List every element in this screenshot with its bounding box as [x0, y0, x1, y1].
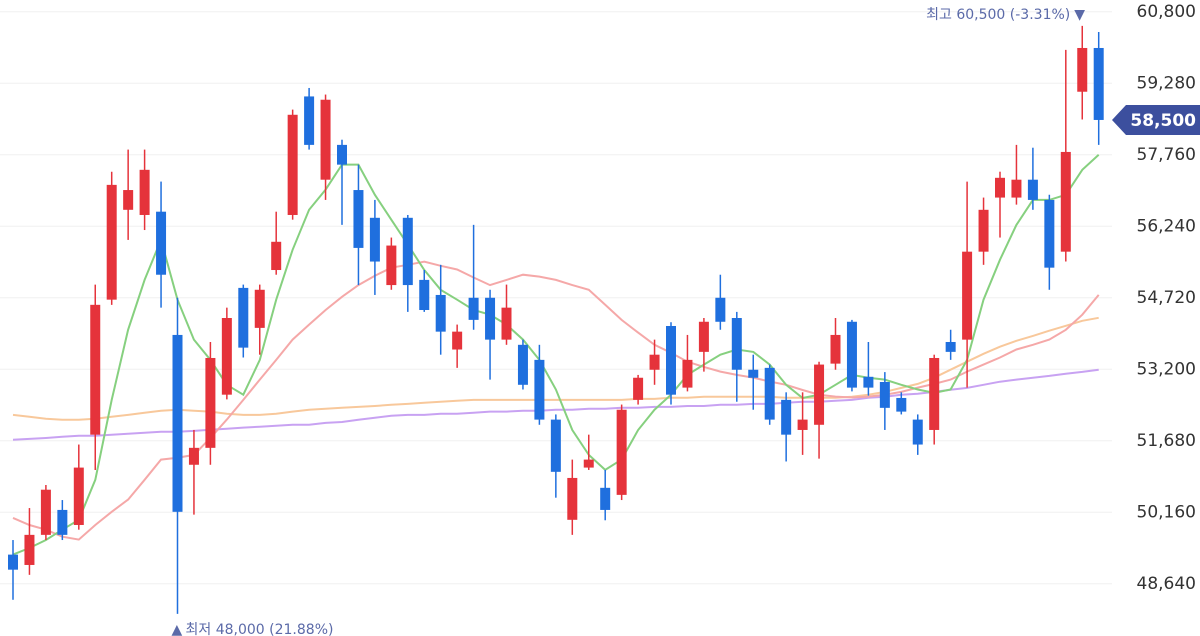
- candle-body: [666, 325, 676, 395]
- y-axis: 48,640 50,160 51,680 53,200 54,720 56,240 57,7…: [1137, 2, 1196, 594]
- candle-body: [320, 99, 331, 180]
- candle-body: [304, 96, 315, 145]
- candle-body: [106, 184, 117, 300]
- candle-body: [1011, 179, 1022, 198]
- candle-body: [73, 467, 84, 525]
- candle-body: [1027, 179, 1038, 200]
- candle-body: [995, 177, 1005, 198]
- candle-body: [386, 245, 397, 286]
- candle-body: [1060, 151, 1071, 252]
- candle-body: [830, 334, 841, 364]
- candle-body: [419, 279, 430, 311]
- candle-body: [583, 459, 594, 468]
- y-tick-label: 56,240: [1137, 216, 1196, 236]
- candle-body: [929, 357, 940, 430]
- candle-body: [846, 321, 857, 388]
- candle-body: [123, 190, 134, 210]
- candle-body: [24, 534, 35, 565]
- candle-body: [452, 331, 463, 350]
- candle-body: [271, 241, 282, 271]
- candle-body: [156, 211, 167, 275]
- candle-body: [1044, 199, 1055, 268]
- high-annotation: 최고 60,500 (-3.31%): [926, 7, 1070, 23]
- candle-body: [863, 376, 874, 388]
- candle-body: [764, 367, 775, 420]
- last-price-tag: [1112, 104, 1200, 135]
- candle-body: [205, 357, 216, 448]
- candle-body: [402, 217, 413, 286]
- candle-body: [353, 190, 364, 248]
- candle-body: [57, 509, 68, 535]
- candle-body: [40, 489, 51, 535]
- candle-body: [238, 287, 249, 348]
- candle-body: [616, 409, 627, 495]
- candle-body: [649, 354, 660, 370]
- candle-body: [337, 144, 347, 165]
- y-tick-label: 48,640: [1137, 574, 1196, 594]
- candle-body: [550, 419, 561, 472]
- low-arrow: ▲: [172, 622, 183, 636]
- candle-body: [797, 419, 808, 430]
- moving-average-line: [12, 154, 1100, 556]
- candle-body: [139, 169, 150, 215]
- candle-body: [1077, 47, 1088, 92]
- y-tick-label: 59,280: [1137, 73, 1196, 93]
- candle-body: [633, 377, 644, 400]
- candle-body: [715, 297, 726, 322]
- candle-body: [435, 294, 446, 332]
- y-tick-label: 53,200: [1137, 359, 1196, 379]
- candle-body: [945, 341, 956, 352]
- candle-body: [8, 554, 18, 570]
- candle-body: [1093, 47, 1104, 120]
- candle-body: [962, 251, 973, 340]
- candle-body: [221, 318, 232, 395]
- candle-body: [600, 487, 611, 510]
- candle-body: [254, 289, 265, 328]
- last-price-label: 58,500: [1130, 111, 1196, 131]
- candle-body: [978, 209, 989, 252]
- y-tick-label: 51,680: [1137, 431, 1196, 451]
- y-tick-label: 60,800: [1137, 2, 1196, 22]
- candle-body: [287, 114, 298, 215]
- moving-average-line: [12, 316, 1099, 421]
- y-tick-label: 50,160: [1137, 502, 1196, 522]
- candle-body: [748, 369, 759, 378]
- low-annotation: 최저 48,000 (21.88%): [186, 622, 334, 636]
- candle-body: [468, 297, 479, 320]
- candle-body: [534, 359, 545, 420]
- candle-body: [485, 297, 496, 340]
- grid: [0, 11, 1112, 585]
- candles: [8, 25, 1104, 614]
- candle-body: [501, 307, 512, 340]
- candle-body: [896, 397, 907, 412]
- candle-body: [567, 477, 578, 520]
- candle-body: [814, 364, 825, 425]
- y-tick-label: 57,760: [1137, 145, 1196, 165]
- candle-body: [912, 419, 923, 445]
- candle-body: [781, 399, 792, 435]
- y-tick-label: 54,720: [1137, 288, 1196, 308]
- candle-body: [879, 381, 890, 408]
- candle-body: [698, 321, 709, 352]
- candle-body: [731, 318, 742, 370]
- candle-body: [517, 344, 528, 385]
- high-arrow: ▼: [1074, 7, 1085, 23]
- candle-body: [188, 447, 199, 465]
- candle-body: [90, 304, 101, 435]
- candle-body: [682, 359, 693, 388]
- candle-body: [369, 217, 380, 262]
- candle-body: [172, 334, 183, 512]
